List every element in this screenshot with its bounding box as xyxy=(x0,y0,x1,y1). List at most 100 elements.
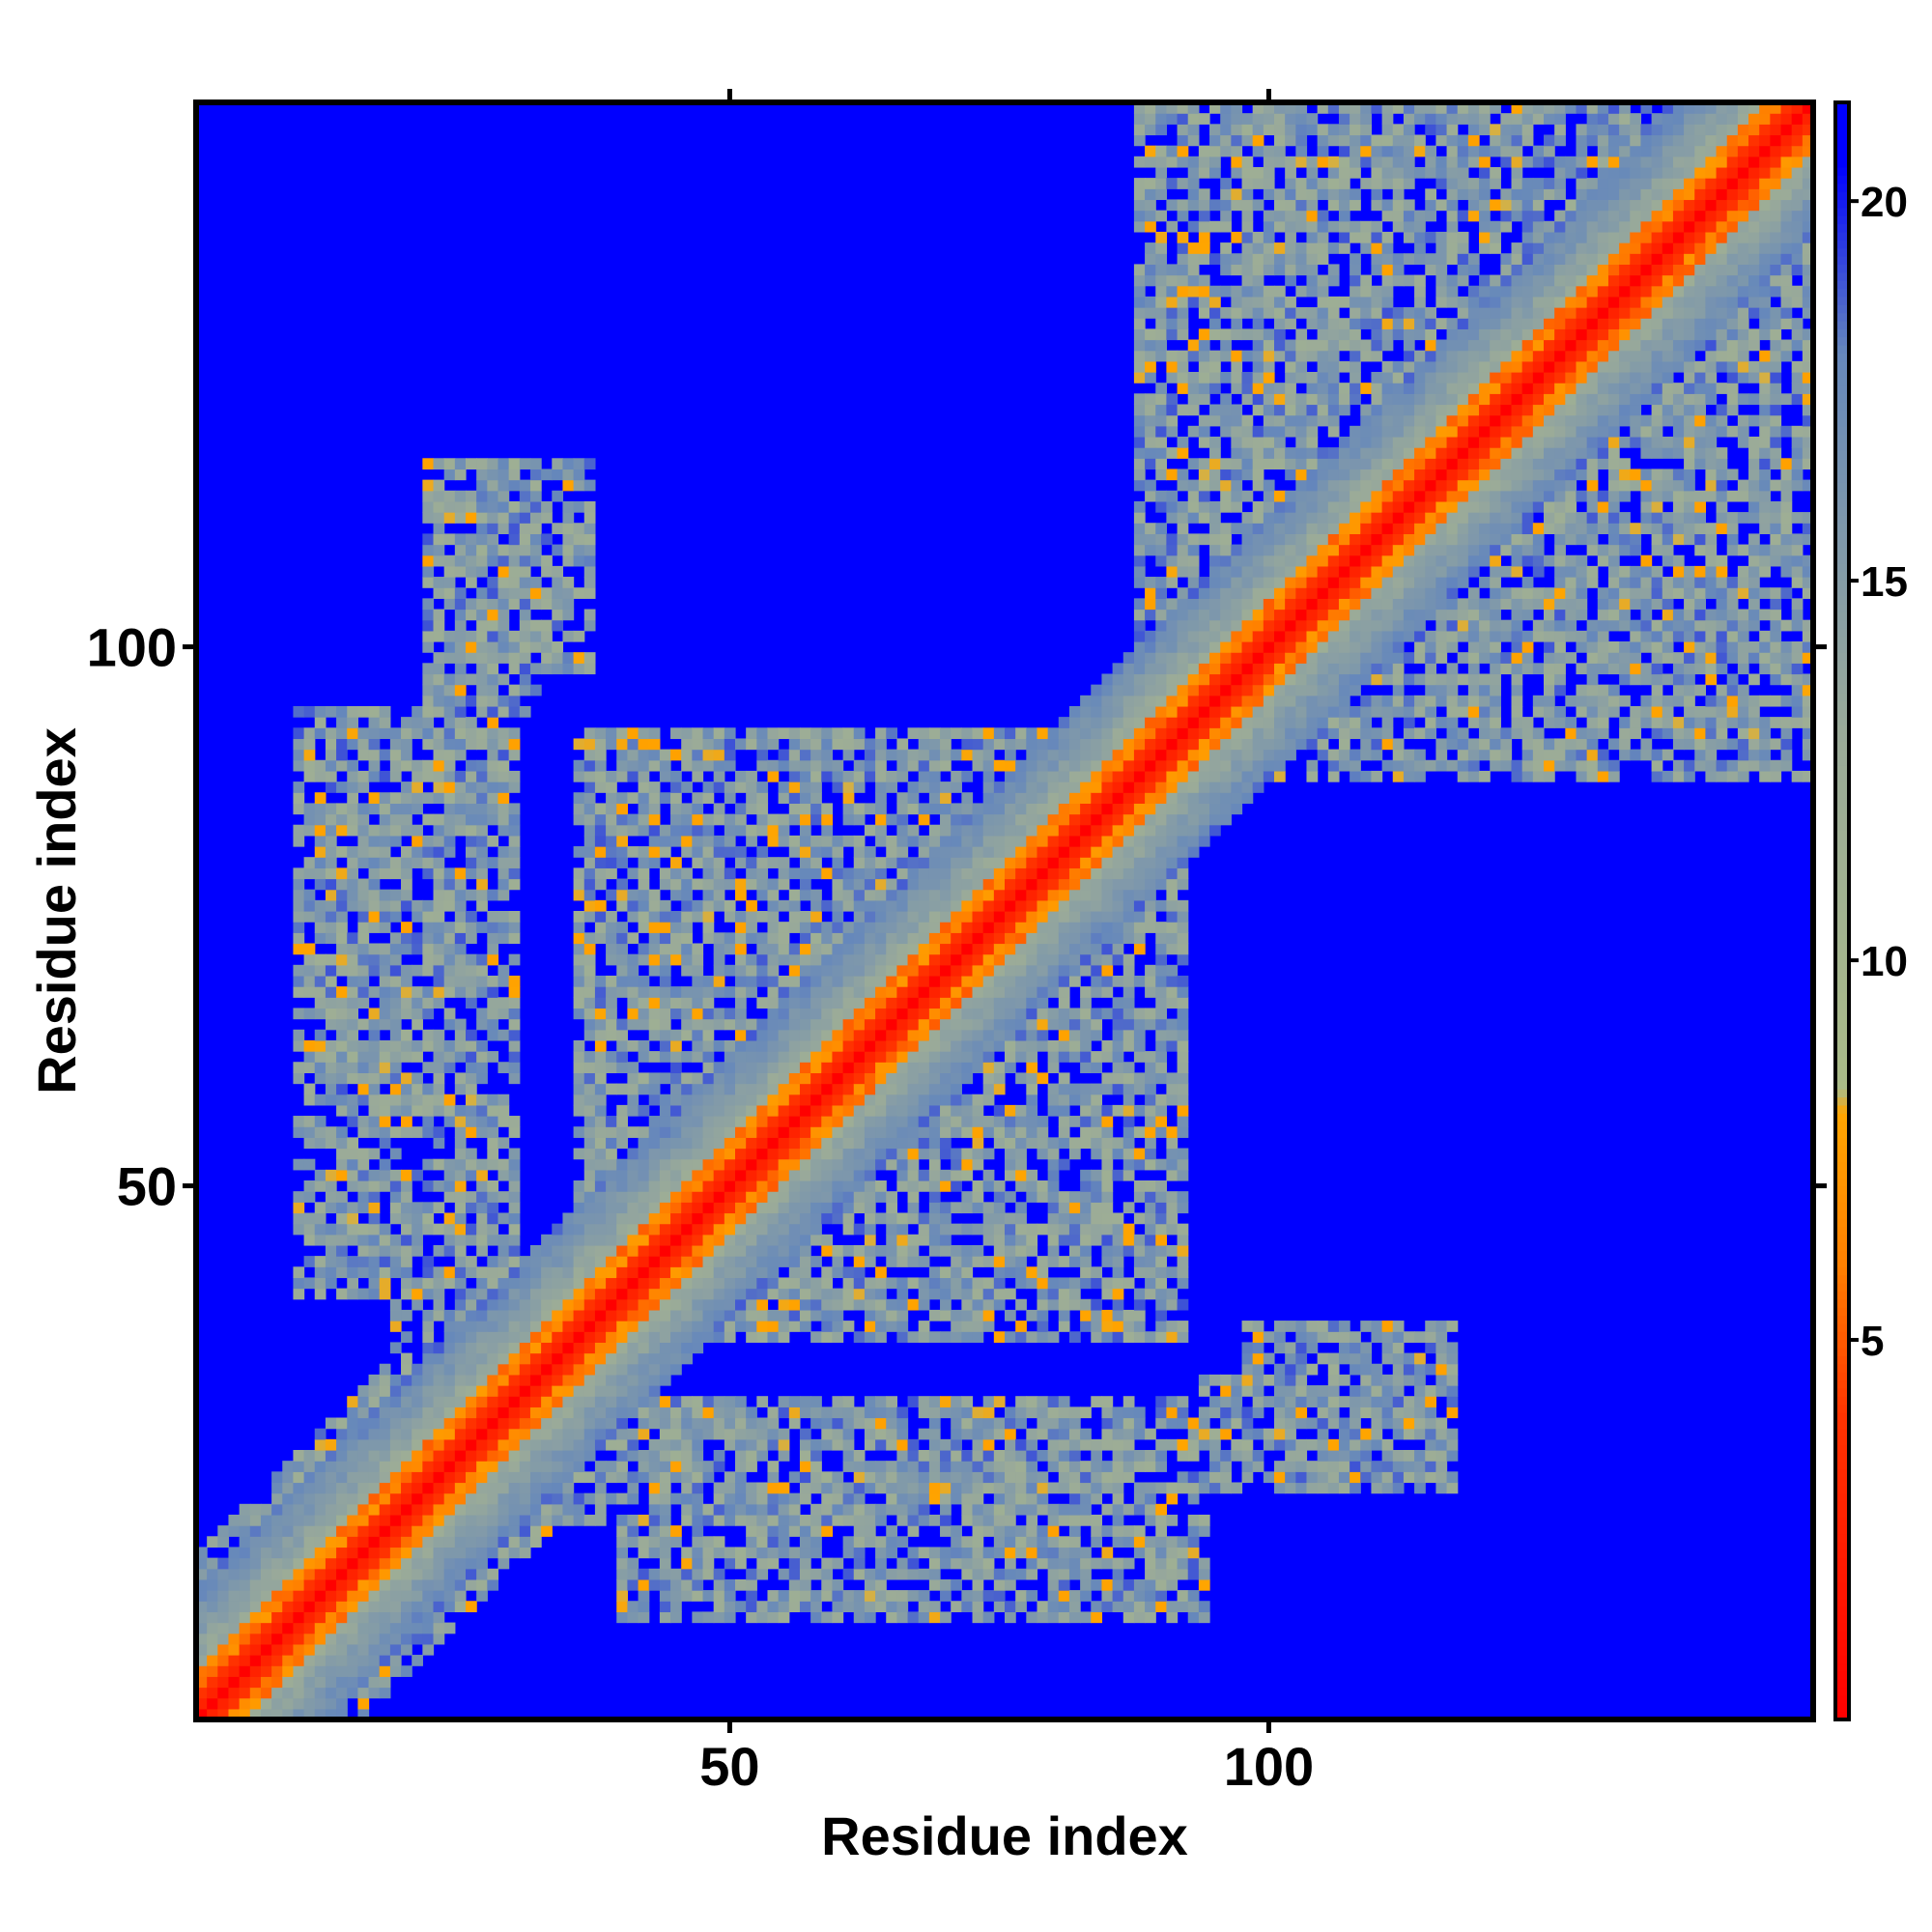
heatmap-cell xyxy=(594,727,607,740)
heatmap-cell xyxy=(993,1223,1006,1236)
heatmap-cell xyxy=(207,1643,218,1656)
heatmap-cell xyxy=(951,1094,962,1106)
heatmap-cell xyxy=(832,1180,844,1192)
heatmap-cell xyxy=(443,1352,456,1365)
heatmap-cell xyxy=(681,1169,693,1181)
heatmap-cell xyxy=(303,1256,316,1267)
heatmap-cell xyxy=(379,1385,391,1397)
heatmap-cell xyxy=(1037,1309,1049,1321)
heatmap-cell xyxy=(389,1492,402,1505)
heatmap-cell xyxy=(466,1396,477,1407)
heatmap-cell xyxy=(961,1547,974,1559)
heatmap-cell xyxy=(842,964,855,977)
heatmap-cell xyxy=(681,1428,693,1440)
heatmap-cell xyxy=(702,1180,715,1192)
heatmap-cell xyxy=(746,1212,757,1225)
heatmap-cell xyxy=(260,1601,272,1612)
heatmap-cell xyxy=(821,1266,834,1279)
heatmap-cell xyxy=(767,1126,780,1138)
heatmap-cell xyxy=(648,1321,661,1332)
heatmap-cell xyxy=(314,835,327,847)
heatmap-cell xyxy=(864,1321,876,1332)
heatmap-cell xyxy=(951,1525,962,1537)
heatmap-cell xyxy=(864,803,876,815)
heatmap-cell xyxy=(735,1062,747,1073)
heatmap-cell xyxy=(681,922,693,933)
heatmap-cell xyxy=(896,846,909,858)
heatmap-cell xyxy=(638,1428,650,1440)
heatmap-cell xyxy=(562,1428,575,1440)
heatmap-cell xyxy=(821,1169,834,1181)
heatmap-cell xyxy=(497,1396,510,1407)
heatmap-cell xyxy=(454,1428,467,1440)
heatmap-cell xyxy=(907,749,920,761)
heatmap-cell xyxy=(832,997,844,1009)
heatmap-cell xyxy=(767,1557,780,1570)
heatmap-cell xyxy=(821,1568,834,1580)
heatmap-cell xyxy=(853,889,866,901)
heatmap-cell xyxy=(702,889,715,901)
heatmap-cell xyxy=(767,1438,780,1451)
heatmap-cell xyxy=(562,652,575,664)
heatmap-cell xyxy=(325,986,337,998)
heatmap-cell xyxy=(788,997,801,1009)
heatmap-cell xyxy=(476,1062,488,1073)
heatmap-cell xyxy=(401,846,412,858)
heatmap-cell xyxy=(454,1234,467,1246)
heatmap-cell xyxy=(832,1321,844,1332)
heatmap-cell xyxy=(627,1385,639,1397)
heatmap-cell xyxy=(788,1557,801,1570)
heatmap-cell xyxy=(982,878,995,891)
heatmap-cell xyxy=(433,1492,445,1505)
heatmap-cell xyxy=(821,1029,834,1041)
heatmap-cell xyxy=(412,1385,423,1397)
heatmap-cell xyxy=(487,1180,499,1192)
heatmap-cell xyxy=(724,1051,736,1063)
heatmap-cell xyxy=(487,1503,499,1516)
heatmap-cell xyxy=(713,1266,725,1279)
heatmap-cell xyxy=(756,1525,769,1537)
heatmap-cell xyxy=(347,1665,358,1677)
heatmap-cell xyxy=(853,1256,866,1267)
heatmap-cell xyxy=(401,1492,412,1505)
heatmap-cell xyxy=(627,727,639,740)
heatmap-cell xyxy=(670,1578,682,1591)
heatmap-cell xyxy=(401,1169,412,1181)
heatmap-cell xyxy=(756,878,769,891)
heatmap-cell xyxy=(401,889,412,901)
heatmap-cell xyxy=(982,738,995,751)
heatmap-cell xyxy=(368,1655,381,1666)
heatmap-cell xyxy=(401,878,412,891)
heatmap-cell xyxy=(401,1126,412,1138)
heatmap-cell xyxy=(1005,1471,1016,1484)
heatmap-cell xyxy=(896,1568,909,1580)
heatmap-cell xyxy=(594,975,607,987)
heatmap-cell xyxy=(875,738,887,751)
heatmap-cell xyxy=(735,1428,747,1440)
heatmap-cell xyxy=(314,1428,327,1440)
heatmap-cell xyxy=(583,609,596,621)
heatmap-cell xyxy=(336,1256,348,1267)
heatmap-cell xyxy=(1015,1525,1027,1537)
heatmap-cell xyxy=(810,1331,822,1343)
heatmap-cell xyxy=(735,824,747,837)
heatmap-cell xyxy=(433,781,445,793)
heatmap-cell xyxy=(347,889,358,901)
heatmap-cell xyxy=(886,1018,897,1031)
heatmap-cell xyxy=(778,1191,790,1203)
heatmap-cell xyxy=(552,458,564,470)
heatmap-cell xyxy=(810,1104,822,1117)
heatmap-cell xyxy=(993,846,1006,858)
heatmap-cell xyxy=(648,1461,661,1472)
heatmap-cell xyxy=(1037,1547,1049,1559)
heatmap-cell xyxy=(788,1396,801,1407)
heatmap-cell xyxy=(347,878,358,891)
heatmap-cell xyxy=(702,1223,715,1236)
heatmap-cell xyxy=(573,813,585,826)
heatmap-cell xyxy=(314,759,327,772)
heatmap-cell xyxy=(573,986,585,998)
heatmap-cell xyxy=(993,1461,1006,1472)
heatmap-cell xyxy=(767,1234,780,1246)
heatmap-cell xyxy=(1015,792,1027,804)
heatmap-cell xyxy=(454,1072,467,1085)
